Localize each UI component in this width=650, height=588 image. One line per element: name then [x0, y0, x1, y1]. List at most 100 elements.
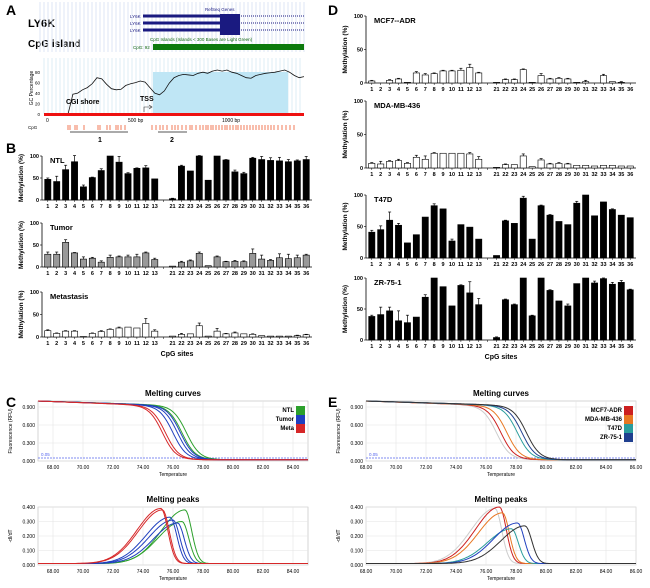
melt-chart-peak: 68.00 70.00 72.00 74.00 76.00 78.00 80.00 82.00…	[8, 495, 309, 582]
bar	[412, 156, 420, 169]
bar	[519, 197, 527, 259]
x-tick-label: 12	[467, 172, 473, 178]
x-tick-label: 68.00	[47, 465, 60, 471]
x-tick-label: 25	[529, 262, 535, 268]
x-tick-label: 21	[169, 271, 175, 277]
legend-swatch	[624, 406, 633, 415]
y-tick-label: 100	[354, 14, 363, 20]
x-tick-label: 29	[241, 271, 247, 277]
bar	[555, 78, 563, 84]
bar	[231, 260, 239, 268]
x-tick-label: 5	[406, 262, 409, 268]
x-tick-label: 68.00	[360, 465, 373, 471]
y-tick-label: 100	[354, 99, 363, 105]
bar	[276, 257, 283, 268]
bar	[502, 220, 509, 259]
bar	[528, 82, 536, 84]
bar	[457, 285, 465, 341]
y-axis-label: Methylation (%)	[342, 25, 349, 73]
x-tick-label: 35	[294, 341, 300, 347]
bar	[267, 260, 274, 268]
bar	[293, 160, 301, 201]
bar	[267, 160, 274, 201]
bar	[404, 163, 411, 169]
bar	[293, 257, 301, 268]
x-tick-label: 68.00	[47, 569, 60, 575]
bar	[502, 164, 509, 169]
x-tick-label: 34	[285, 341, 292, 347]
bar	[53, 181, 61, 201]
x-tick-label: 29	[241, 341, 247, 347]
x-tick-label: 32	[592, 87, 598, 93]
x-tick-label: 8	[109, 271, 112, 277]
threshold-label: 0.05	[41, 452, 50, 457]
x-tick-label: 33	[276, 271, 282, 277]
x-tick-label: 31	[259, 271, 265, 277]
bar	[412, 72, 420, 84]
x-tick-label: 8	[433, 87, 436, 93]
bar	[395, 224, 402, 259]
y-axis-label: -dI/dT	[336, 529, 342, 542]
x-tick-label: 9	[442, 87, 445, 93]
bar	[475, 238, 483, 259]
x-tick-label: 29	[565, 262, 571, 268]
bar	[53, 333, 61, 338]
x-tick-label: 12	[467, 262, 473, 268]
x-tick-label: 2	[55, 341, 58, 347]
bar	[204, 335, 212, 338]
x-tick-label: 22	[178, 204, 184, 210]
bar	[115, 161, 123, 201]
transcript-exon	[143, 21, 221, 25]
x-tick-label: 10	[125, 341, 131, 347]
chart-title: Melting curves	[145, 389, 202, 398]
bar	[617, 214, 625, 259]
series-line	[37, 400, 308, 461]
x-tick-label: 31	[583, 172, 589, 178]
x-axis-label: Temperature	[487, 472, 515, 478]
bar	[204, 179, 212, 201]
y-tick-label: 0.200	[350, 534, 363, 540]
x-tick-label: 4	[73, 204, 77, 210]
melt-chart-peak: 68.00 70.00 72.00 74.00 76.00 78.00 80.00 82.00…	[336, 495, 642, 582]
x-axis-label: Temperature	[159, 576, 187, 582]
bar	[133, 327, 141, 338]
bar	[421, 158, 429, 169]
x-tick-label: 34	[609, 262, 616, 268]
x-tick-label: 4	[397, 262, 401, 268]
bar	[626, 165, 634, 169]
x-tick-label: 78.00	[197, 465, 210, 471]
x-tick-label: 36	[303, 204, 309, 210]
bar	[430, 205, 438, 259]
chart-title: Tumor	[50, 223, 73, 232]
bar	[573, 202, 581, 259]
bar	[213, 256, 221, 268]
x-tick-label: 70.00	[77, 465, 90, 471]
bar	[582, 165, 590, 169]
x-tick-label: 22	[502, 172, 508, 178]
bar	[600, 278, 607, 341]
bar	[591, 165, 598, 169]
y-tick-label: 50	[357, 307, 363, 313]
bar	[115, 327, 123, 338]
y-tick-label: 0	[36, 198, 39, 204]
y-tick-label: 0.600	[22, 423, 35, 429]
x-tick-label: 25	[205, 271, 211, 277]
bar	[395, 320, 402, 341]
x-tick-label: 82.00	[257, 569, 270, 575]
amplicon-1-label: 1	[98, 137, 102, 144]
x-tick-label: 24	[196, 341, 203, 347]
x-tick-label: 8	[433, 172, 436, 178]
x-tick-label: 21	[169, 204, 175, 210]
x-tick-label: 13	[476, 87, 482, 93]
x-tick-label: 13	[476, 172, 482, 178]
legend-label: Meta	[280, 426, 294, 432]
x-tick-label: 29	[565, 87, 571, 93]
cgi-track-title: CpG Islands (Islands < 300 Bases are Lig…	[150, 37, 253, 42]
x-tick-label: 6	[415, 87, 418, 93]
bar	[133, 168, 141, 201]
cgi-label: CpG island	[28, 39, 81, 50]
bar	[608, 209, 616, 259]
bar	[151, 259, 159, 268]
